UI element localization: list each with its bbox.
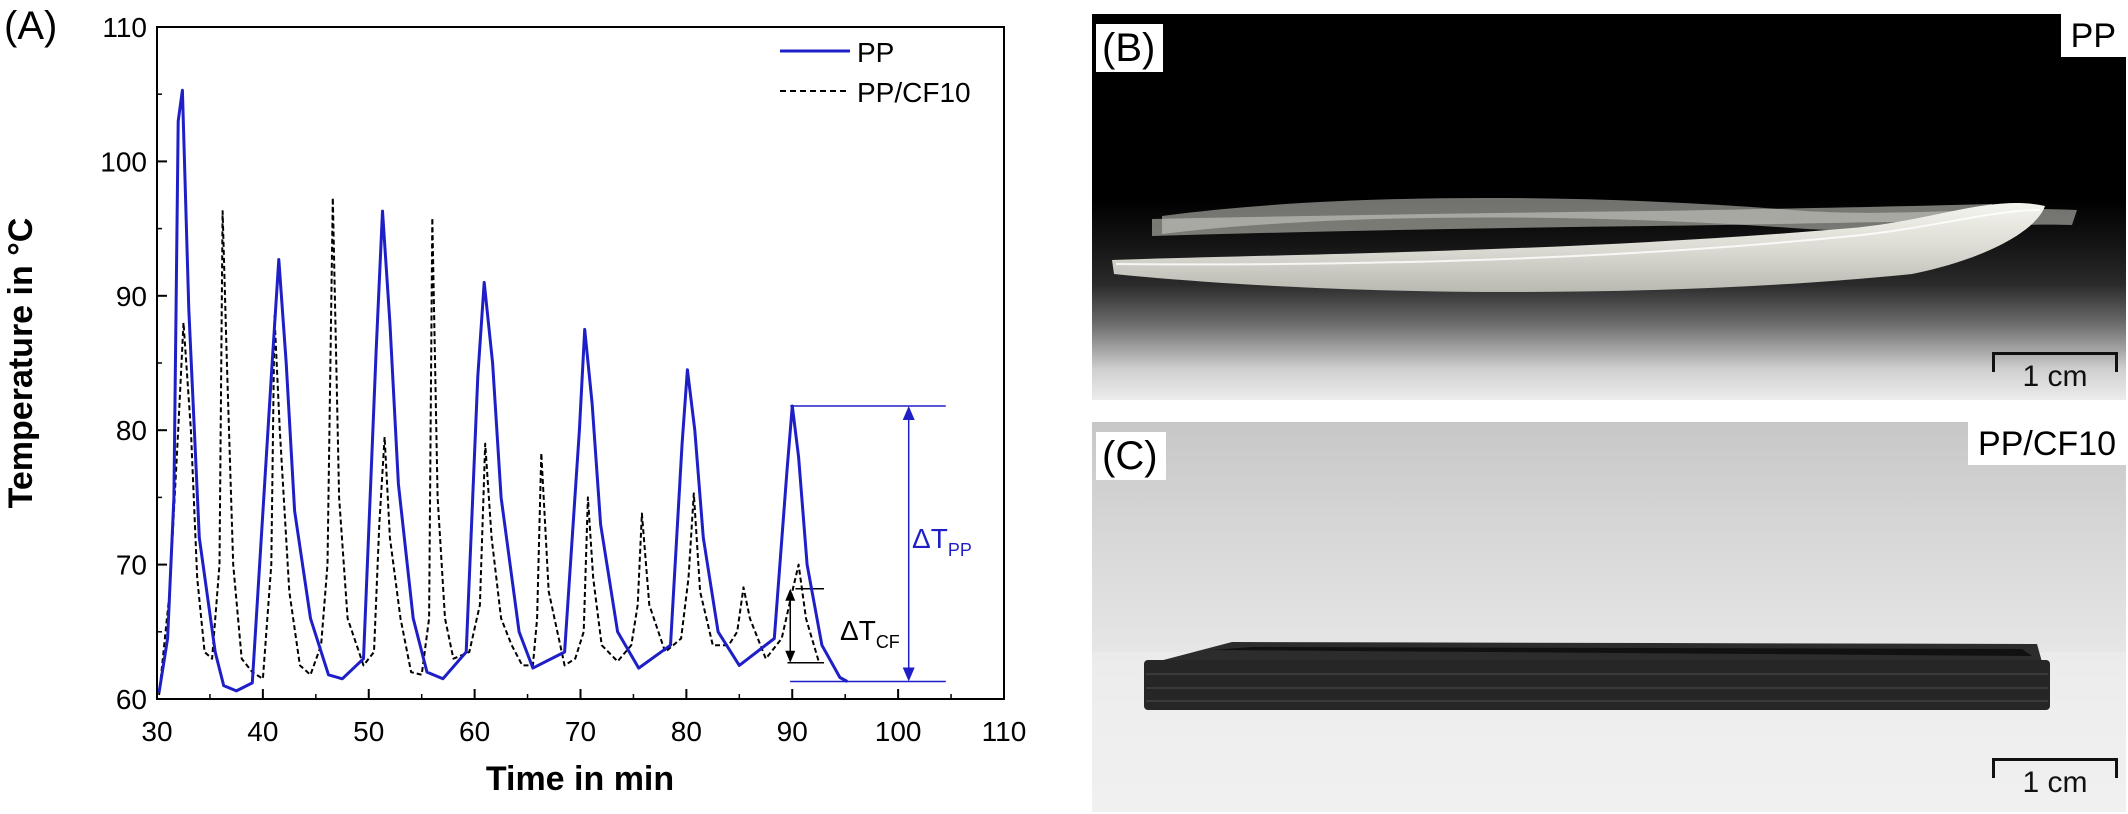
y-tick-label: 110 <box>102 12 147 43</box>
scale-label-b: 1 cm <box>2022 360 2088 393</box>
delta-t-pp-text: ΔT <box>912 523 948 554</box>
plot-frame <box>156 26 1005 700</box>
delta-t-cf-label: ΔTCF <box>840 615 900 652</box>
series-pp-cf10-line <box>158 196 820 696</box>
photo-tag-pp: PP <box>2060 14 2126 58</box>
x-tick-label: 50 <box>353 716 384 747</box>
delta-t-pp-subscript: PP <box>948 540 972 560</box>
delta-t-pp-arrowhead-bottom <box>902 667 915 682</box>
delta-t-cf-text: ΔT <box>840 615 876 646</box>
delta-t-pp-label: ΔTPP <box>912 523 972 560</box>
legend: PP PP/CF10 <box>780 37 971 108</box>
svg-text:ΔTCF: ΔTCF <box>840 615 900 652</box>
delta-t-cf-arrowhead-bottom <box>785 650 796 663</box>
temperature-chart: 30 40 50 60 70 80 90 100 110 60 70 80 90 100 110 Time … <box>2 12 1027 798</box>
x-tick-label: 70 <box>565 716 596 747</box>
delta-t-pp-arrowhead-top <box>902 406 915 421</box>
y-tick-label: 90 <box>116 281 147 312</box>
y-tick-label: 70 <box>116 550 147 581</box>
photo-pp-specimen: (B) PP 1 cm <box>1092 14 2126 400</box>
y-tick-label: 60 <box>116 684 147 715</box>
y-tick-label: 100 <box>100 146 147 177</box>
scale-bar-b <box>1992 352 2118 372</box>
pp-cf10-flat-part-image <box>1092 642 2126 812</box>
x-axis-label: Time in min <box>486 760 674 798</box>
delta-t-cf-subscript: CF <box>876 632 900 652</box>
legend-label-pp: PP <box>857 37 894 68</box>
photo-tag-pp-cf10: PP/CF10 <box>1968 422 2126 466</box>
delta-t-cf-arrowhead-top <box>785 588 796 601</box>
x-tick-label: 80 <box>671 716 702 747</box>
panel-label-c: (C) <box>1096 432 1166 480</box>
scale-label-c: 1 cm <box>2022 766 2088 799</box>
svg-text:ΔTPP: ΔTPP <box>912 523 972 560</box>
x-tick-label: 60 <box>459 716 490 747</box>
scale-bar-c <box>1992 758 2118 778</box>
series-pp-line <box>157 88 849 693</box>
panel-label-b: (B) <box>1096 24 1164 72</box>
x-tick-label: 110 <box>982 716 1027 747</box>
x-tick-label: 90 <box>777 716 808 747</box>
panel-label-a: (A) <box>4 4 58 48</box>
y-axis-label: Temperature in °C <box>2 218 40 509</box>
legend-label-pp-cf10: PP/CF10 <box>857 77 971 108</box>
x-tick-label: 30 <box>141 716 172 747</box>
pp-warped-part-image <box>1112 197 2077 293</box>
y-tick-label: 80 <box>116 415 147 446</box>
x-tick-label: 40 <box>247 716 278 747</box>
x-tick-label: 100 <box>875 716 922 747</box>
photo-pp-cf10-specimen: (C) PP/CF10 1 cm <box>1092 422 2126 812</box>
temperature-chart-panel: 30 40 50 60 70 80 90 100 110 60 70 80 90 100 110 Time … <box>2 4 1027 798</box>
